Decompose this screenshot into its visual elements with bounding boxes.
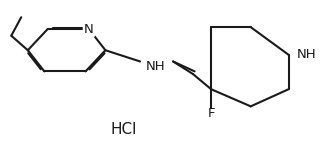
Text: NH: NH [297,48,317,61]
Text: HCl: HCl [110,122,137,137]
Text: F: F [207,107,215,120]
Text: N: N [84,23,94,36]
Text: NH: NH [146,60,166,73]
